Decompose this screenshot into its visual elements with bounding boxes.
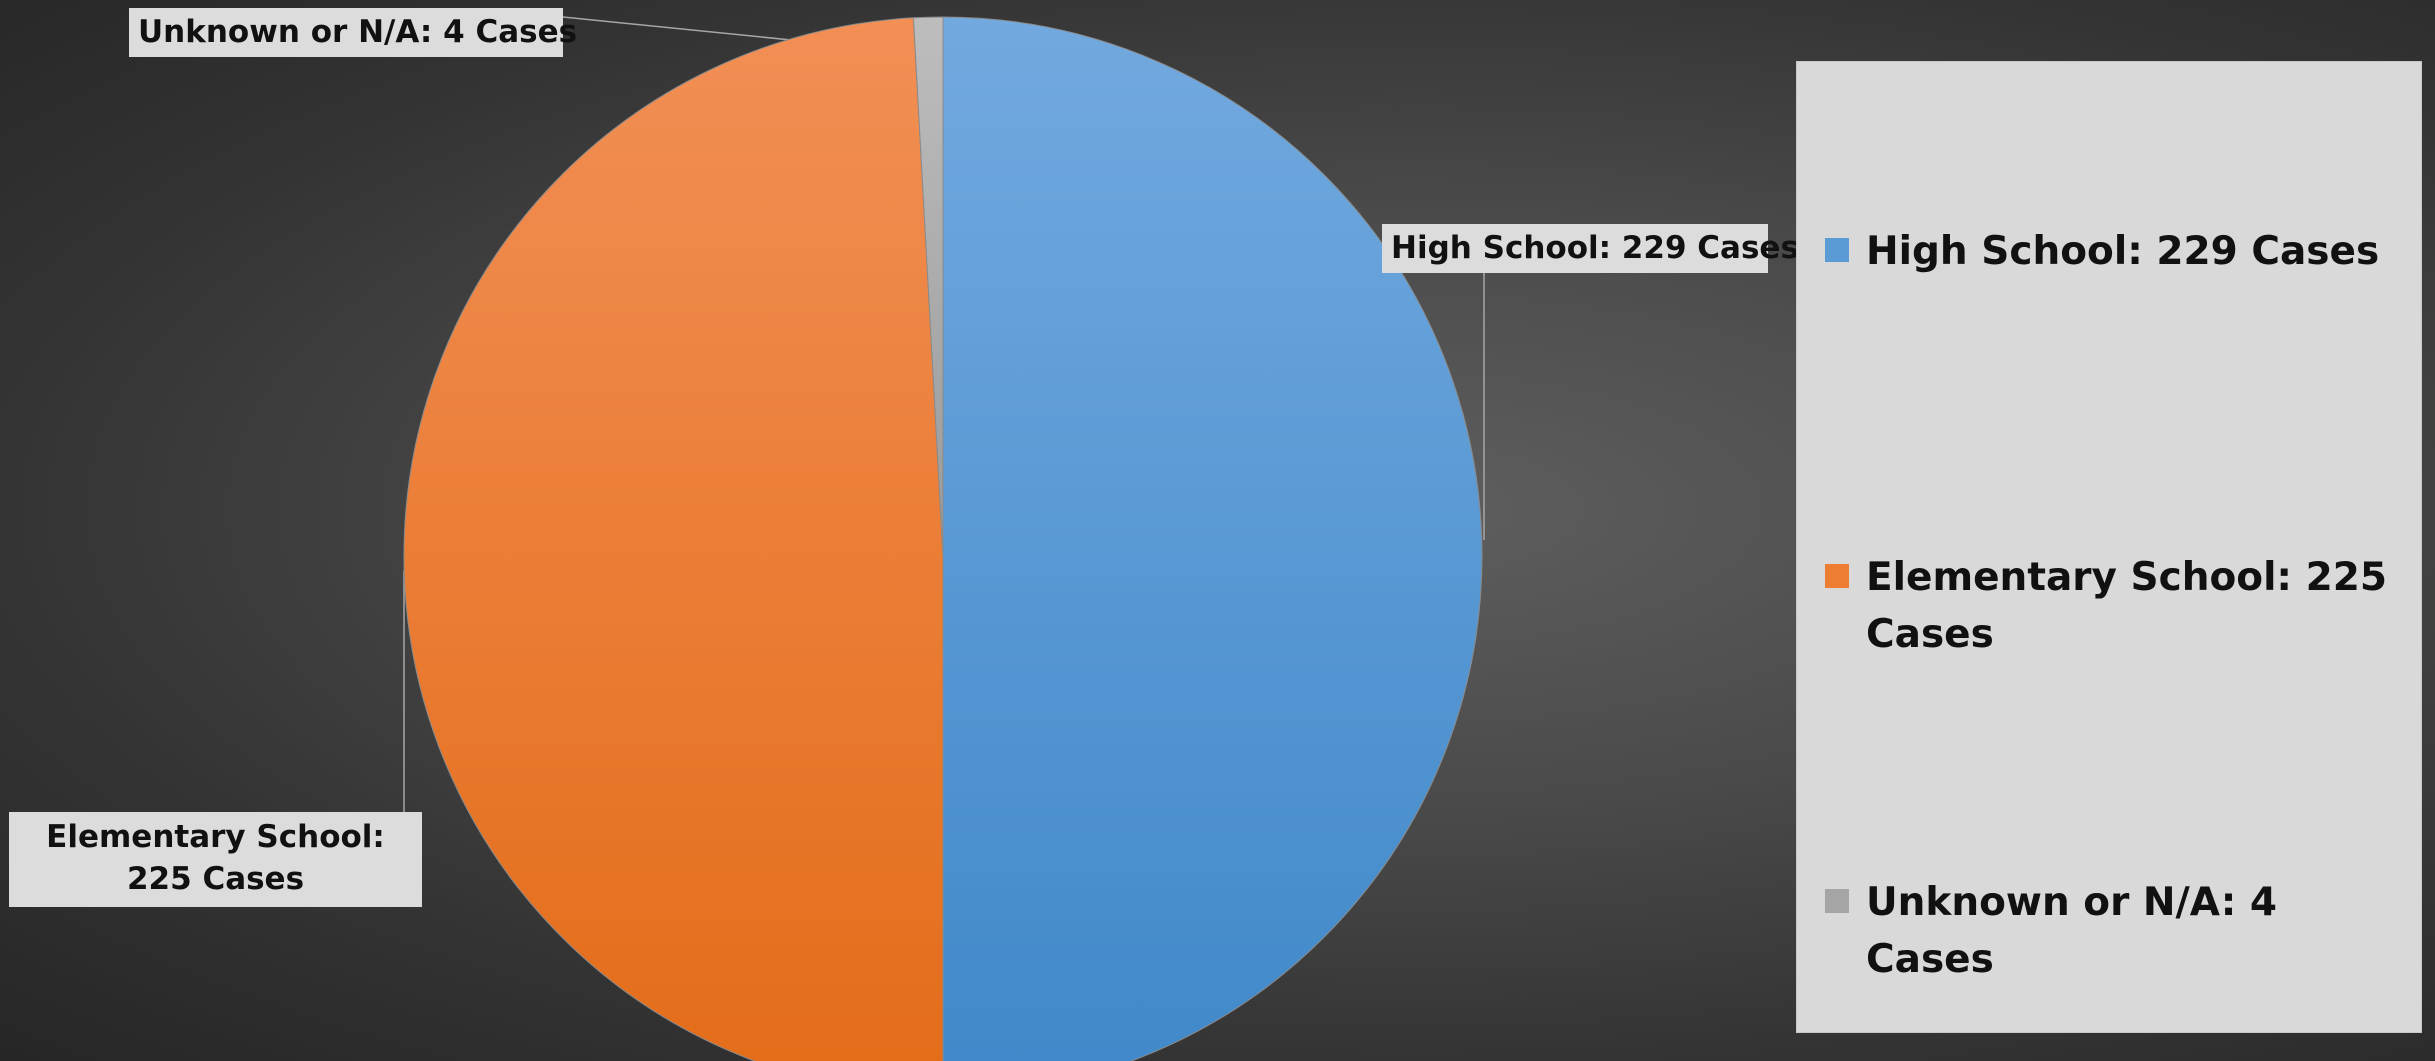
- legend-label-high-school: High School: 229 Cases: [1866, 229, 2380, 274]
- pie-slice-high-school: [942, 16, 1483, 1061]
- legend-swatch-elementary-school: [1825, 564, 1849, 588]
- pie-slice-elementary-school: [403, 17, 944, 1061]
- legend: High School: 229 Cases Elementary School…: [1796, 61, 2422, 1033]
- pie-slices: [403, 16, 1483, 1061]
- legend-label-elementary-school: Elementary School: 225 Cases: [1866, 555, 2388, 657]
- data-label-unknown: Unknown or N/A: 4 Cases: [129, 8, 577, 57]
- pie-slice-unknown: [912, 16, 944, 557]
- legend-entry-unknown: Unknown or N/A: 4 Cases: [1825, 874, 2411, 988]
- legend-swatch-unknown: [1825, 889, 1849, 913]
- legend-entry-elementary-school: Elementary School: 225 Cases: [1825, 549, 2411, 663]
- legend-swatch-high-school: [1825, 238, 1849, 262]
- data-label-high-school: High School: 229 Cases: [1382, 224, 1799, 273]
- legend-entry-high-school: High School: 229 Cases: [1825, 223, 2411, 280]
- legend-label-unknown: Unknown or N/A: 4 Cases: [1866, 880, 2278, 982]
- data-label-elementary-school: Elementary School: 225 Cases: [9, 812, 422, 907]
